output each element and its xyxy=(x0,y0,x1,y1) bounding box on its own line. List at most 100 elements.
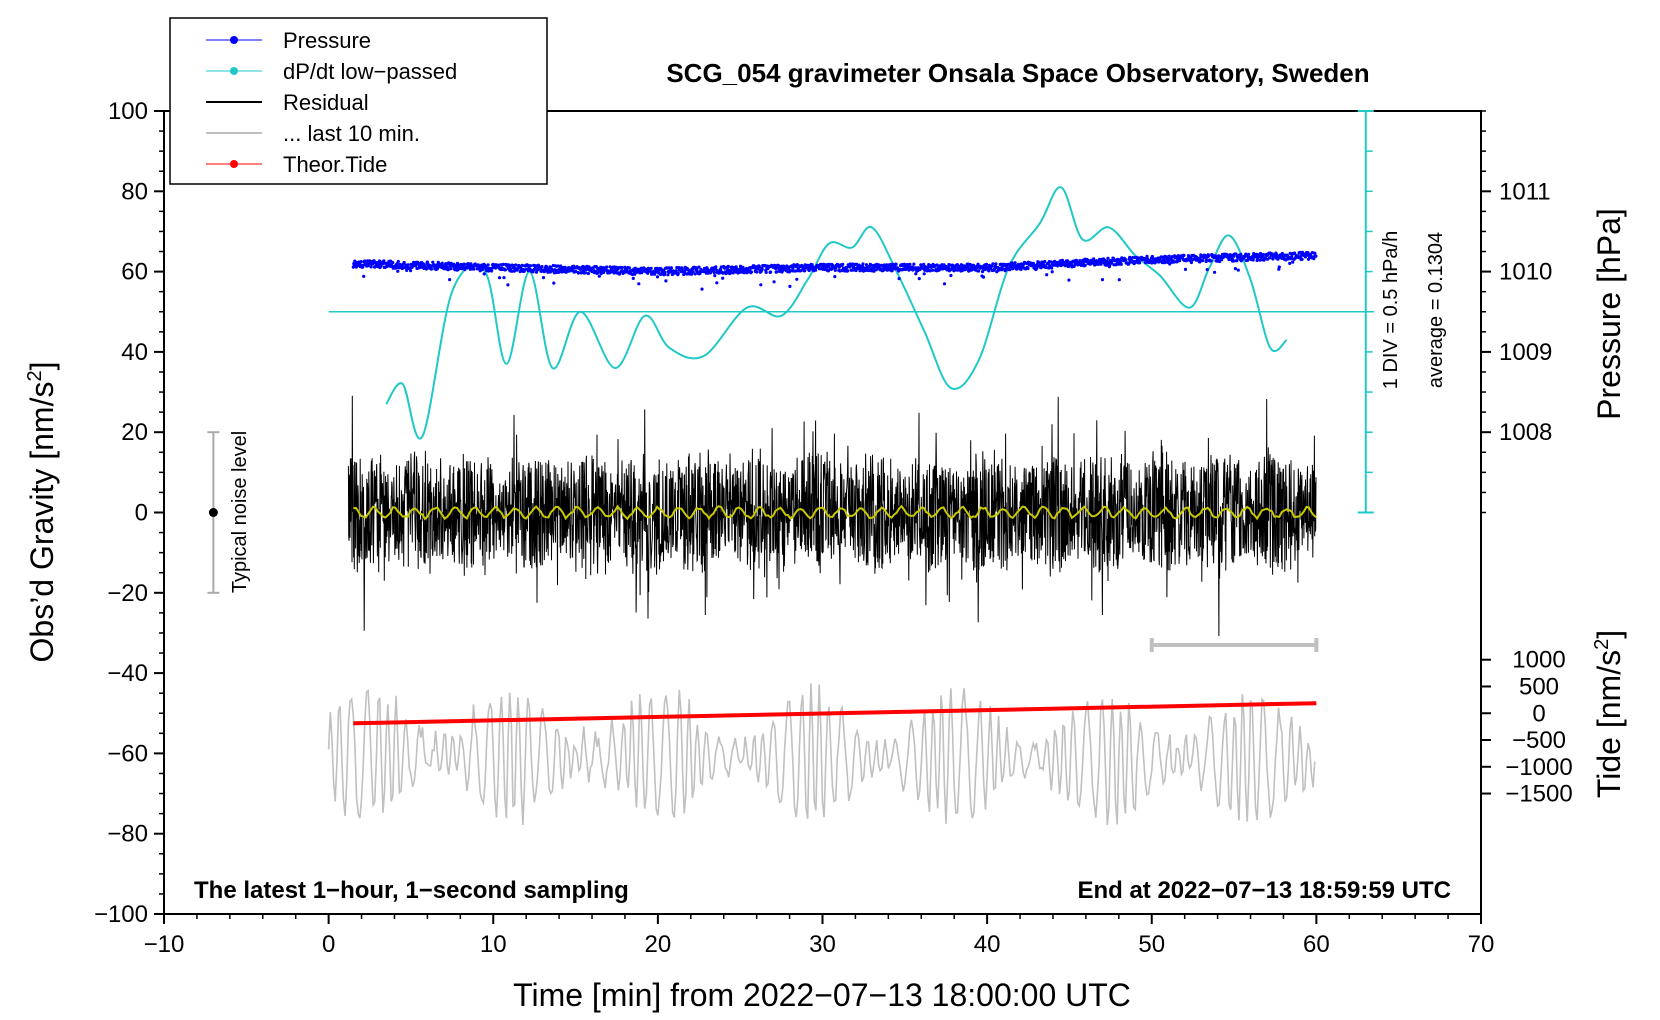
pressure-point xyxy=(409,269,413,273)
pressure-point xyxy=(637,282,641,286)
series-theor-tide-line xyxy=(353,701,1317,726)
pressure-point xyxy=(1131,256,1135,260)
legend-swatch-dot xyxy=(230,160,238,168)
pressure-point xyxy=(877,263,881,267)
y-axis-gravity: 100 80 60 40 20 0 −20 −40 −60 −80 −100 xyxy=(94,98,164,928)
pressure-point xyxy=(633,272,637,276)
tide-axis-label-sup: 2 xyxy=(1591,639,1613,650)
pressure-point xyxy=(960,269,964,273)
pressure-point xyxy=(1044,265,1048,269)
pressure-point xyxy=(599,272,603,276)
pressure-point xyxy=(1114,262,1118,267)
pressure-point xyxy=(946,266,951,270)
pressure-point xyxy=(894,262,898,266)
pressure-point xyxy=(482,272,486,276)
tide-tick-label: −500 xyxy=(1512,727,1566,754)
y-tick-label: −60 xyxy=(107,740,148,767)
pressure-point xyxy=(663,270,667,274)
x-tick-label: 30 xyxy=(809,931,836,958)
pressure-point xyxy=(1205,268,1209,272)
y-axis-label-end: ] xyxy=(24,362,60,371)
x-tick-label: 20 xyxy=(645,931,672,958)
pressure-point xyxy=(617,272,622,276)
pressure-point xyxy=(1001,267,1005,271)
pressure-point xyxy=(814,268,818,272)
pressure-point xyxy=(1045,273,1049,277)
legend-label: Residual xyxy=(283,90,369,115)
pressure-tick-label: 1009 xyxy=(1499,339,1552,366)
pressure-point xyxy=(759,283,763,287)
x-tick-label: 50 xyxy=(1138,931,1165,958)
pressure-point xyxy=(520,263,524,267)
pressure-point xyxy=(788,284,792,288)
pressure-point xyxy=(841,262,845,266)
pressure-point xyxy=(1256,257,1260,261)
pressure-point xyxy=(1293,251,1297,255)
y-tick-label: 40 xyxy=(121,339,148,366)
pressure-point xyxy=(1124,258,1128,262)
y-axis-label-sup: 2 xyxy=(24,370,46,381)
pressure-point xyxy=(1255,252,1259,256)
chart-title: SCG_054 gravimeter Onsala Space Observat… xyxy=(666,58,1369,88)
legend-swatch-dot xyxy=(230,67,238,75)
pressure-point xyxy=(514,263,518,267)
dpdt-average-text: average = 0.1304 xyxy=(1425,232,1447,388)
pressure-point xyxy=(1100,278,1105,282)
y-tick-label: −20 xyxy=(107,580,148,607)
pressure-point xyxy=(1017,264,1021,268)
pressure-point xyxy=(1213,270,1217,274)
pressure-tick-label: 1011 xyxy=(1499,178,1551,205)
x-axis: −10 0 10 20 30 40 50 60 70 xyxy=(144,914,1494,958)
y-tick-label: 60 xyxy=(121,259,148,286)
pressure-point xyxy=(695,266,699,270)
pressure-point xyxy=(741,265,745,269)
y-tick-label: −100 xyxy=(94,901,148,928)
pressure-point xyxy=(1183,267,1188,271)
legend-label: Theor.Tide xyxy=(283,152,387,177)
pressure-point xyxy=(1209,259,1213,263)
pressure-point xyxy=(676,271,680,276)
pressure-point xyxy=(476,263,480,267)
tide-tick-label: 500 xyxy=(1519,673,1559,700)
y-tick-label: 80 xyxy=(121,178,148,205)
pressure-point xyxy=(690,272,694,276)
pressure-point xyxy=(749,270,754,274)
pressure-point xyxy=(833,275,837,279)
pressure-point xyxy=(1280,251,1284,256)
pressure-point xyxy=(764,270,768,274)
pressure-point xyxy=(510,269,514,273)
pressure-point xyxy=(772,280,776,284)
tide-axis-label-main: Tide [nm/s xyxy=(1591,650,1627,798)
pressure-point xyxy=(506,283,510,287)
pressure-point xyxy=(596,271,600,275)
series-pressure-points xyxy=(351,250,1318,291)
pressure-point xyxy=(912,262,916,266)
pressure-point xyxy=(738,264,743,268)
y-tick-label: 0 xyxy=(135,500,148,527)
pressure-point xyxy=(714,265,718,269)
pressure-point xyxy=(1015,267,1019,271)
pressure-point xyxy=(889,266,893,270)
bottom-left-note: The latest 1−hour, 1−second sampling xyxy=(194,877,629,904)
pressure-point xyxy=(462,263,466,267)
pressure-point xyxy=(1106,256,1110,260)
pressure-point xyxy=(914,272,918,276)
legend-swatch-dot xyxy=(230,36,238,44)
noise-level-label: Typical noise level xyxy=(229,431,251,593)
pressure-point xyxy=(478,266,482,270)
pressure-point xyxy=(721,276,725,280)
pressure-point xyxy=(674,269,678,273)
pressure-point xyxy=(540,265,544,269)
pressure-point xyxy=(691,270,695,274)
pressure-point xyxy=(1117,278,1121,282)
pressure-point xyxy=(940,267,945,271)
pressure-point xyxy=(502,276,506,280)
pressure-point xyxy=(1116,258,1120,262)
pressure-point xyxy=(1290,255,1294,259)
pressure-point xyxy=(949,273,953,278)
pressure-point xyxy=(627,266,632,270)
x-tick-label: 0 xyxy=(322,931,335,958)
y-axis-label-main: Obs’d Gravity [nm/s xyxy=(24,382,60,663)
pressure-point xyxy=(958,266,962,270)
